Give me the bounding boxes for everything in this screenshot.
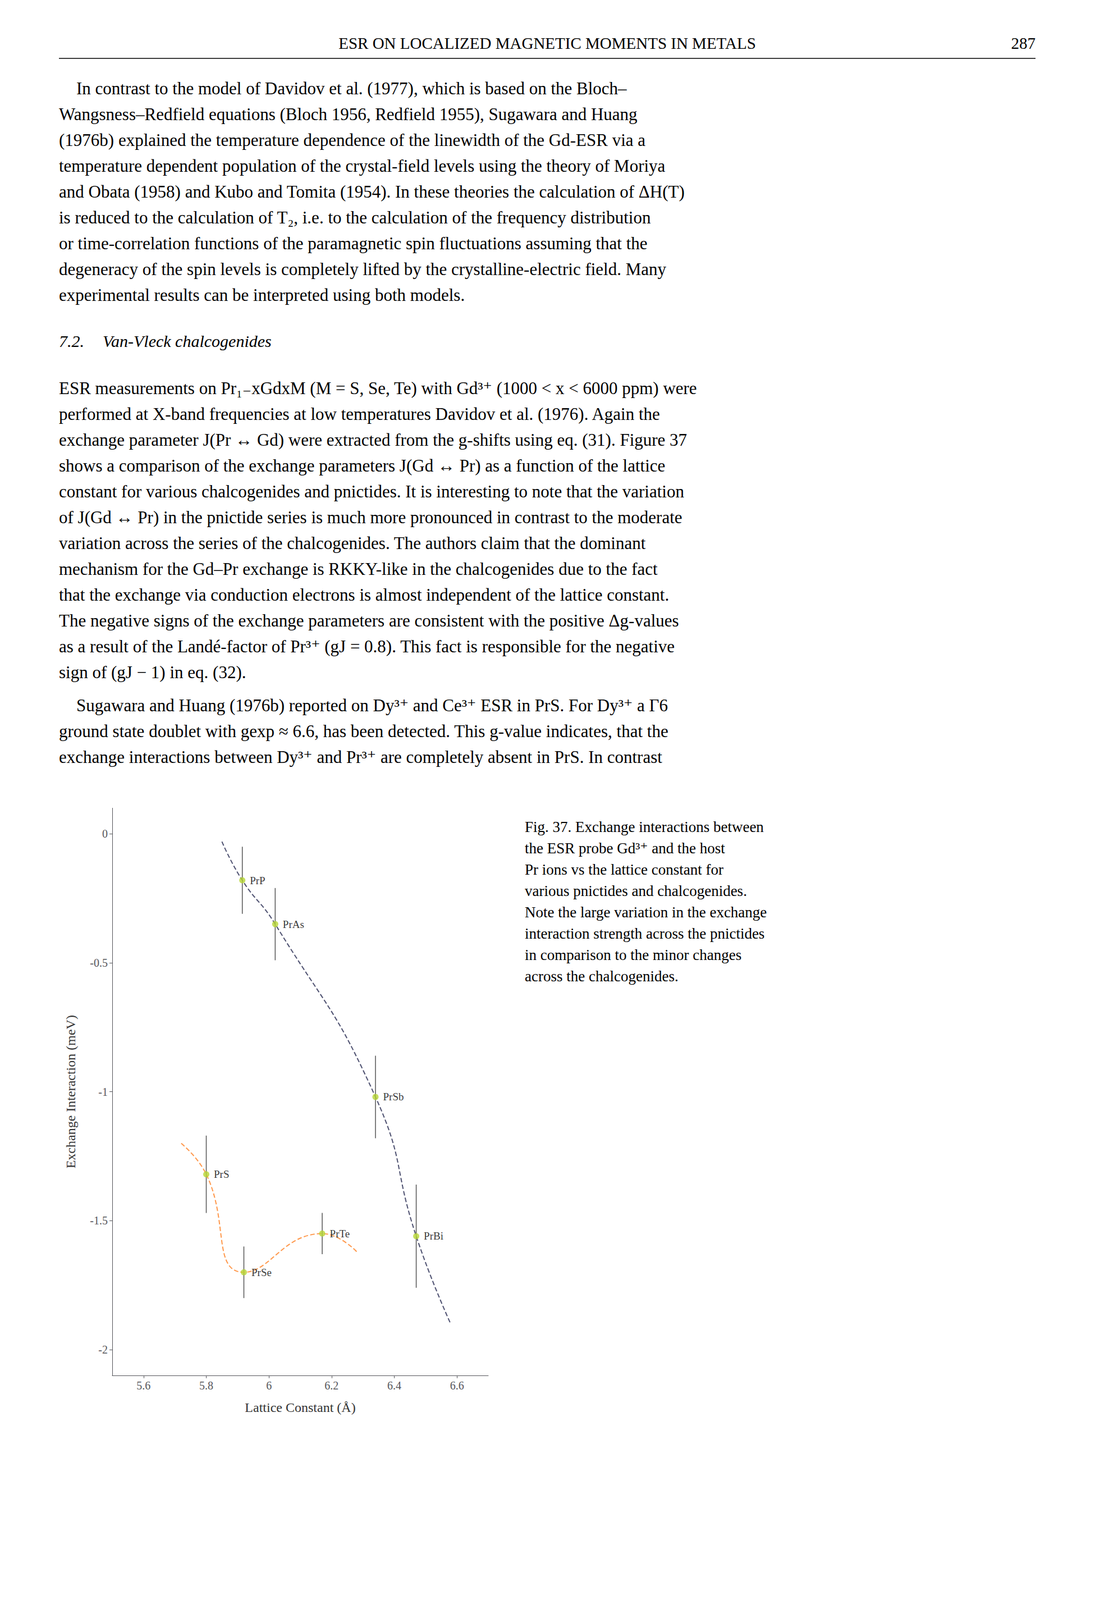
svg-text:-1: -1 [98,1085,108,1098]
svg-text:Lattice Constant (Å): Lattice Constant (Å) [244,1399,356,1415]
svg-text:interaction strength across th: interaction strength across the pnictide… [524,924,765,942]
svg-text:mechanism for the Gd–Pr exchan: mechanism for the Gd–Pr exchange is RKKY… [58,559,658,579]
svg-text:temperature dependent populati: temperature dependent population of the … [58,156,666,176]
svg-text:6: 6 [266,1378,272,1392]
svg-text:exchange interactions between: exchange interactions between Dy³⁺ and P… [58,747,663,767]
svg-text:the ESR probe Gd³⁺ and the hos: the ESR probe Gd³⁺ and the host [524,839,726,857]
svg-text:that the exchange via conducti: that the exchange via conduction electro… [58,584,670,605]
svg-text:-1.5: -1.5 [89,1213,108,1227]
svg-text:as a result of the Landé-facto: as a result of the Landé-factor of Pr³⁺ … [58,636,675,657]
svg-text:Fig. 37. Exchange interactions: Fig. 37. Exchange interactions between [524,818,764,836]
svg-text:degeneracy of the spin levels: degeneracy of the spin levels is complet… [58,259,667,279]
svg-text:constant for various chalcogen: constant for various chalcogenides and p… [58,481,685,502]
svg-text:6.4: 6.4 [387,1378,402,1392]
svg-text:in comparison to the minor cha: in comparison to the minor changes [524,946,742,964]
svg-text:across the chalcogenides.: across the chalcogenides. [524,967,679,985]
svg-text:shows a comparison of the exch: shows a comparison of the exchange param… [58,455,666,476]
svg-text:PrS: PrS [213,1167,229,1180]
svg-text:Note the large variation in th: Note the large variation in the exchange [524,903,767,921]
svg-text:0: 0 [102,827,108,840]
svg-text:and Obata (1958) and Kubo and: and Obata (1958) and Kubo and Tomita (19… [58,181,685,202]
svg-text:287: 287 [1011,34,1037,53]
svg-text:Van-Vleck chalcogenides: Van-Vleck chalcogenides [102,331,272,351]
svg-text:In contrast to the model of Da: In contrast to the model of Davidov et a… [58,78,627,99]
svg-text:variation across the series of: variation across the series of the chalc… [58,533,646,553]
svg-text:6.2: 6.2 [324,1378,339,1392]
svg-text:7.2.: 7.2. [58,331,85,351]
svg-text:PrBi: PrBi [423,1229,444,1242]
svg-text:PrP: PrP [249,874,265,887]
svg-text:Pr ions vs the lattice constan: Pr ions vs the lattice constant for [524,860,724,878]
svg-text:6.6: 6.6 [450,1378,465,1392]
svg-text:exchange parameter J(Pr ↔ Gd): exchange parameter J(Pr ↔ Gd) were extra… [58,429,687,450]
svg-text:Sugawara and Huang (1976b) rep: Sugawara and Huang (1976b) reported on D… [58,695,668,716]
svg-text:5.8: 5.8 [199,1378,214,1392]
svg-text:PrSe: PrSe [251,1266,272,1278]
svg-text:ground state doublet with gexp: ground state doublet with gexp ≈ 6.6, ha… [58,721,669,741]
svg-text:Exchange Interaction (meV): Exchange Interaction (meV) [63,1014,79,1168]
svg-text:The negative signs of the exch: The negative signs of the exchange param… [58,610,680,631]
svg-text:ESR ON LOCALIZED MAGNETIC MOME: ESR ON LOCALIZED MAGNETIC MOMENTS IN MET… [338,34,757,53]
svg-text:sign of (gJ − 1) in eq. (32).: sign of (gJ − 1) in eq. (32). [58,662,246,682]
svg-text:PrTe: PrTe [330,1227,351,1240]
svg-text:performed at X-band frequencie: performed at X-band frequencies at low t… [58,404,661,424]
svg-text:various pnictides and chalcoge: various pnictides and chalcogenides. [524,882,748,900]
svg-text:or time-correlation functions: or time-correlation functions of the par… [58,233,648,254]
svg-text:5.6: 5.6 [136,1378,151,1392]
svg-text:PrAs: PrAs [282,918,305,930]
svg-text:experimental results can be in: experimental results can be interpreted … [58,285,465,305]
svg-text:PrSb: PrSb [383,1090,405,1103]
svg-text:(1976b) explained the temperat: (1976b) explained the temperature depend… [58,130,646,150]
svg-text:-2: -2 [98,1343,108,1356]
svg-text:is reduced to the calculation: is reduced to the calculation of T₂, i.e… [58,207,652,228]
svg-text:of J(Gd ↔ Pr) in the pnictide: of J(Gd ↔ Pr) in the pnictide series is … [58,507,683,528]
svg-text:Wangsness–Redfield equations (: Wangsness–Redfield equations (Bloch 1956… [58,104,638,125]
svg-text:ESR measurements on Pr₁₋xGdxM: ESR measurements on Pr₁₋xGdxM (M = S, Se… [58,378,698,398]
svg-text:-0.5: -0.5 [89,956,108,969]
